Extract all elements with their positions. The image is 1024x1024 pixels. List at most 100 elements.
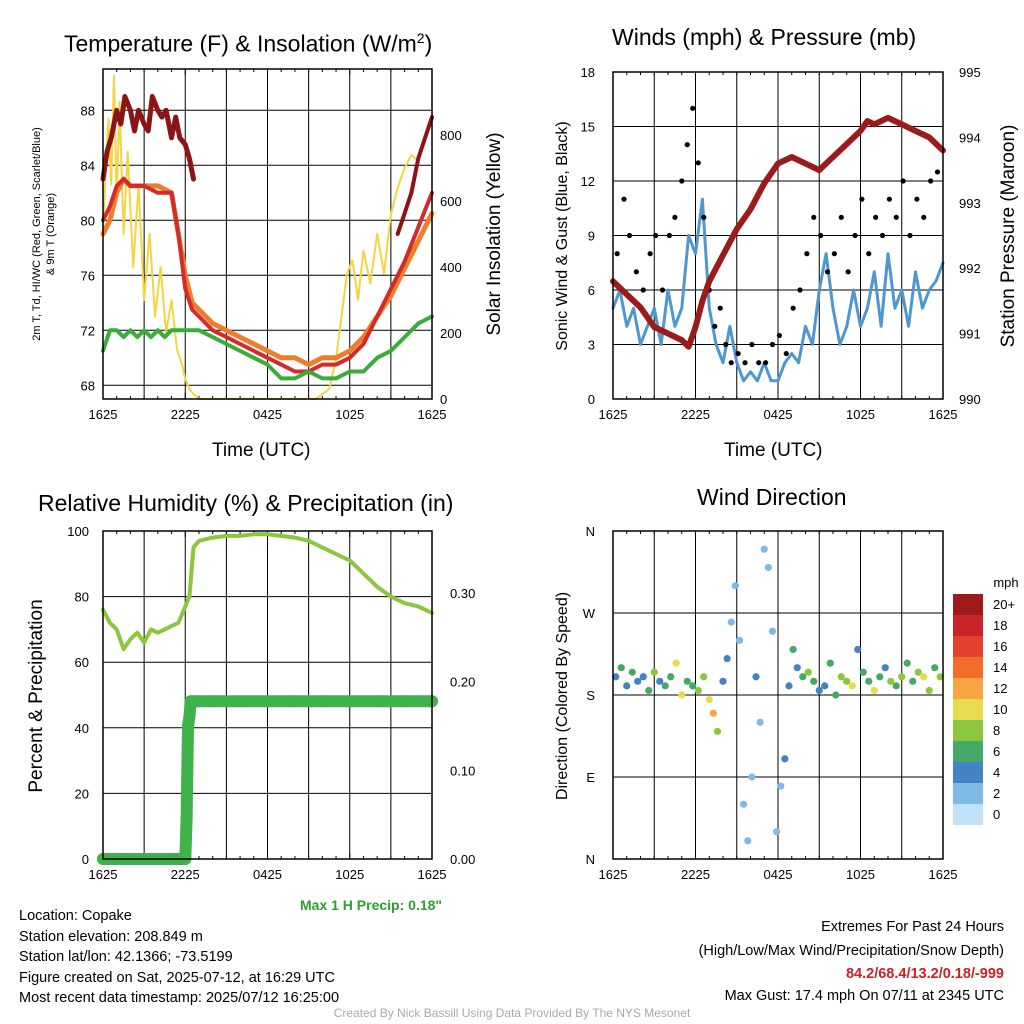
y2-tick-label: 993	[959, 196, 981, 211]
y-tick-label: 88	[81, 103, 95, 118]
gust-point	[824, 269, 831, 275]
direction-ylabel: Direction (Colored By Speed)	[554, 592, 571, 800]
gust-point	[831, 251, 837, 257]
gust-point	[735, 350, 741, 357]
footer-latest: Most recent data timestamp: 2025/07/12 1…	[19, 990, 340, 1006]
direction-point	[773, 828, 781, 836]
gust-point	[728, 360, 734, 366]
precip-point	[343, 695, 356, 708]
y-tick-label: 84	[81, 158, 95, 173]
wind-direction-title: Wind Direction	[697, 484, 847, 510]
x-tick-label: 1025	[846, 867, 875, 882]
panel-winds	[610, 71, 946, 400]
legend-swatch	[953, 678, 983, 699]
gust-point	[626, 232, 633, 239]
gust-point	[672, 214, 678, 220]
extremes-values: 84.2/68.4/13.2/0.18/-999	[845, 966, 1004, 982]
y-tick-label: 12	[581, 174, 595, 189]
direction-point	[870, 686, 878, 695]
gust-point	[866, 251, 872, 257]
plot-frame	[612, 71, 944, 400]
y-tick-label: 72	[81, 323, 95, 338]
precip-point	[316, 695, 329, 708]
direction-point	[748, 773, 756, 781]
gust-point	[790, 305, 796, 311]
panel-humidity	[97, 530, 438, 865]
direction-point	[832, 691, 840, 699]
legend-label: 2	[993, 786, 1000, 801]
gust-point	[647, 251, 653, 257]
gust-point	[659, 287, 666, 293]
direction-point	[645, 686, 653, 695]
direction-point	[848, 682, 856, 690]
series-temp_red	[101, 177, 434, 374]
max-precip-label: Max 1 H Precip: 0.18"	[300, 897, 443, 913]
gust-point	[811, 214, 817, 220]
x-tick-label: 1625	[599, 867, 628, 882]
gust-point	[776, 332, 782, 339]
credit-line: Created By Nick Bassill Using Data Provi…	[333, 1006, 691, 1020]
x-tick-label: 1625	[929, 867, 958, 882]
gust-point	[921, 214, 927, 220]
direction-point	[612, 673, 620, 681]
footer-created: Figure created on Sat, 2025-07-12, at 16…	[19, 969, 335, 986]
direction-point	[705, 695, 713, 704]
direction-point	[744, 837, 752, 845]
direction-point	[777, 782, 785, 790]
wind-chart-title: Winds (mph) & Pressure (mb)	[612, 24, 917, 50]
x-tick-label: 1625	[418, 407, 447, 422]
precip-point	[180, 813, 193, 826]
legend-swatch	[953, 783, 983, 804]
gust-point	[723, 341, 729, 348]
direction-point	[735, 636, 744, 644]
legend-swatch	[953, 762, 983, 783]
gust-point	[845, 269, 851, 275]
gust-point	[712, 323, 718, 329]
legend-swatch	[953, 615, 983, 636]
series-dewpoint_green	[101, 314, 434, 381]
gust-point	[928, 178, 934, 184]
gust-point	[769, 341, 776, 348]
precip-point	[288, 695, 301, 708]
gust-point	[640, 287, 646, 293]
footer-latlon: Station lat/lon: 42.1366; -73.5199	[19, 949, 233, 965]
rh-chart-title: Relative Humidity (%) & Precipitation (i…	[38, 490, 454, 516]
y2-tick-label: 990	[959, 392, 981, 407]
gust-point	[742, 360, 748, 366]
direction-point	[876, 673, 884, 681]
temp-xlabel: Time (UTC)	[212, 440, 311, 461]
direction-point	[628, 668, 636, 676]
plot-frame	[102, 530, 433, 860]
y2-tick-label: 0.20	[450, 675, 475, 690]
gust-point	[633, 269, 639, 275]
y-tick-label: S	[586, 688, 595, 703]
gust-point	[690, 105, 696, 111]
y2-tick-label: 200	[440, 326, 462, 341]
y-tick-label: 6	[588, 283, 595, 298]
y-tick-label: N	[586, 852, 595, 867]
series-pressure	[610, 114, 946, 350]
direction-point	[650, 668, 658, 676]
max-gust: Max Gust: 17.4 mph On 07/11 at 2345 UTC	[724, 988, 1004, 1004]
gust-point	[900, 178, 906, 184]
direction-point	[865, 677, 873, 685]
x-tick-label: 1025	[335, 407, 364, 422]
direction-point	[700, 673, 708, 681]
extremes-subtitle: (High/Low/Max Wind/Precipitation/Snow De…	[698, 943, 1004, 959]
gust-point	[653, 232, 659, 239]
y2-tick-label: 991	[959, 327, 981, 342]
y-tick-label: E	[586, 770, 595, 785]
legend-label: 12	[993, 681, 1007, 696]
direction-point	[689, 682, 697, 690]
direction-point	[914, 668, 922, 676]
direction-point	[623, 682, 631, 690]
legend-label: 14	[993, 660, 1007, 675]
gust-point	[934, 169, 941, 175]
x-tick-label: 1625	[418, 867, 447, 882]
y2-tick-label: 400	[440, 260, 462, 275]
footer-location: Location: Copake	[19, 908, 132, 924]
legend-label: 20+	[993, 597, 1015, 612]
gust-point	[914, 196, 920, 202]
y-tick-label: 40	[75, 721, 89, 736]
gust-point	[679, 178, 685, 184]
